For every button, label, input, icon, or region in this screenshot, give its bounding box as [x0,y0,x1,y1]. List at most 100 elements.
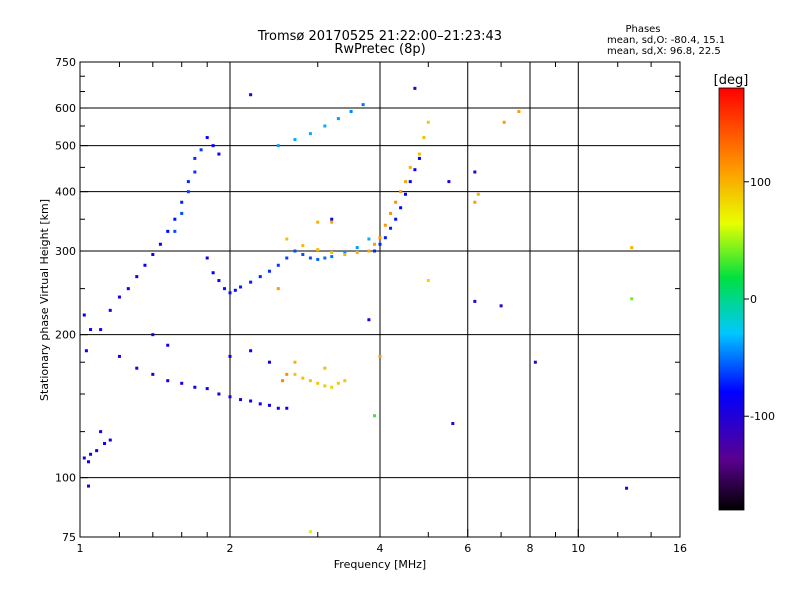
colorbar-gradient [718,87,745,511]
data-point [403,180,407,184]
data-point [267,269,271,273]
data-point [293,360,297,364]
data-point [378,236,382,240]
data-point [301,252,305,256]
data-point [276,263,280,267]
x-tick-label: 1 [77,542,84,555]
data-point [285,237,289,241]
y-tick-label: 100 [55,472,76,485]
data-point [249,349,253,353]
data-point [330,250,334,254]
data-point [276,287,280,291]
data-point [499,304,503,308]
phases-o-stats: mean, sd,O: -80.4, 15.1 [607,35,725,46]
data-point [473,170,477,174]
data-point [308,132,312,136]
data-point [211,271,215,275]
data-point [349,109,353,113]
y-axis-label: Stationary phase Virtual Height [km] [38,199,51,401]
data-point [630,297,634,301]
x-tick-label: 10 [571,542,585,555]
data-point [330,385,334,389]
data-point [151,333,155,337]
data-point [143,263,147,267]
data-point [408,165,412,169]
data-point [316,381,320,385]
data-point [158,242,162,246]
x-tick-label: 2 [227,542,234,555]
data-point [86,484,90,488]
data-point [399,206,403,210]
colorbar-label: [deg] [714,73,749,88]
data-point [103,442,107,446]
data-point [293,372,297,376]
data-point [447,180,451,184]
data-point [108,438,112,442]
data-point [186,180,190,184]
data-point [389,226,393,230]
colorbar-ticks: 100 0 -100 [744,176,775,423]
data-point [276,406,280,410]
data-point [301,376,305,380]
data-point [417,152,421,156]
data-point [367,249,371,253]
colorbar-tick-label: -100 [750,410,775,423]
data-point [217,279,221,283]
data-point [180,211,184,215]
data-point [151,252,155,256]
data-point [228,291,232,295]
data-point [217,392,221,396]
data-point [99,328,103,332]
data-point [413,86,417,90]
data-point [117,295,121,299]
data-point [205,136,209,140]
data-point [223,287,227,291]
data-point [89,328,93,332]
data-point [378,354,382,358]
data-point [408,180,412,184]
data-point [308,379,312,383]
data-point [86,460,90,464]
x-tick-label: 6 [464,542,471,555]
data-point [239,398,243,402]
data-point [383,236,387,240]
y-tick-label: 750 [55,56,76,69]
data-point [394,217,398,221]
data-point [205,256,209,260]
data-point [293,138,297,142]
data-point [413,168,417,172]
data-point [367,318,371,322]
data-point [343,250,347,254]
data-point [336,381,340,385]
data-point [228,395,232,399]
y-tick-labels: 75 100 200 300 400 500 600 750 [55,56,76,544]
data-point [417,156,421,160]
data-point [330,220,334,224]
colorbar-tick-label: 0 [750,293,757,306]
data-point [451,422,455,426]
phases-label: Phases [625,24,660,35]
data-point [281,379,285,383]
chart-title: Tromsø 20170525 21:22:00–21:23:43 [257,29,502,44]
data-point [323,124,327,128]
y-tick-label: 400 [55,186,76,199]
data-point [323,256,327,260]
data-point [285,256,289,260]
data-point [355,250,359,254]
colorbar-tick-label: 100 [750,176,771,189]
data-point [173,217,177,221]
data-point [186,190,190,194]
data-point [166,379,170,383]
data-point [355,246,359,250]
y-tick-label: 200 [55,329,76,342]
data-point [267,360,271,364]
data-point [336,117,340,121]
data-point [361,103,365,107]
data-point [267,403,271,407]
data-point [258,275,262,279]
data-point [343,252,347,256]
chart-subtitle: RwPretec (8p) [334,42,425,57]
data-point [476,192,480,196]
data-point [373,249,377,253]
data-point [205,387,209,391]
